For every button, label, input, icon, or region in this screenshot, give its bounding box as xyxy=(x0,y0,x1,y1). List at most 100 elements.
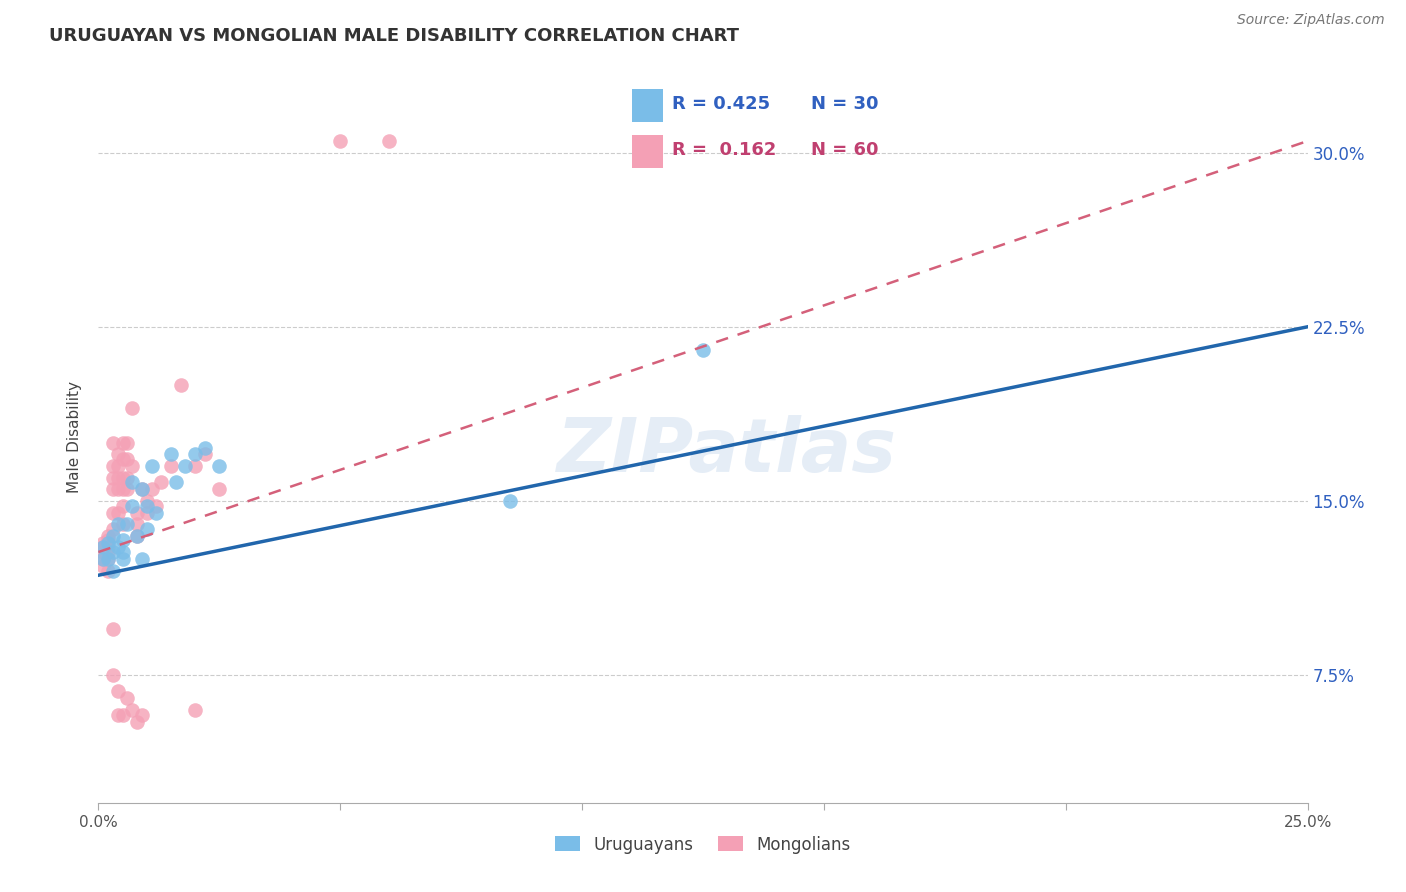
Point xyxy=(117,517,139,532)
Point xyxy=(97,535,120,549)
FancyBboxPatch shape xyxy=(631,136,662,168)
Point xyxy=(101,471,124,485)
Point xyxy=(121,475,143,490)
Point xyxy=(97,529,120,543)
Point xyxy=(97,541,120,555)
Point xyxy=(145,506,167,520)
Point xyxy=(97,564,120,578)
Point xyxy=(97,545,120,559)
Point xyxy=(101,522,124,536)
Point xyxy=(208,483,231,497)
Point xyxy=(111,707,134,722)
Point xyxy=(121,459,143,474)
Point xyxy=(117,471,139,485)
Point xyxy=(111,499,134,513)
Point xyxy=(111,517,134,532)
Point xyxy=(91,552,114,566)
Point xyxy=(101,506,124,520)
Point xyxy=(121,499,143,513)
Point xyxy=(160,448,183,462)
Point xyxy=(107,707,129,722)
Point xyxy=(101,436,124,450)
Point xyxy=(135,522,157,536)
Point xyxy=(131,483,153,497)
Point xyxy=(692,343,714,357)
Point xyxy=(101,483,124,497)
Point xyxy=(117,691,139,706)
Point xyxy=(127,506,149,520)
Point xyxy=(131,483,153,497)
Point xyxy=(107,483,129,497)
Text: ZIPatlas: ZIPatlas xyxy=(557,415,897,488)
Point xyxy=(97,533,120,548)
Point xyxy=(194,441,217,455)
Point xyxy=(145,499,167,513)
Point xyxy=(107,541,129,555)
Point xyxy=(135,506,157,520)
Point xyxy=(127,529,149,543)
Point xyxy=(91,535,114,549)
Point xyxy=(91,552,114,566)
Point xyxy=(111,436,134,450)
Point xyxy=(117,452,139,467)
Text: URUGUAYAN VS MONGOLIAN MALE DISABILITY CORRELATION CHART: URUGUAYAN VS MONGOLIAN MALE DISABILITY C… xyxy=(49,27,740,45)
Point xyxy=(91,541,114,555)
Point xyxy=(127,517,149,532)
Point xyxy=(121,401,143,415)
Point xyxy=(184,448,207,462)
Point xyxy=(101,668,124,682)
Point xyxy=(117,483,139,497)
Point xyxy=(101,564,124,578)
Point xyxy=(107,471,129,485)
Point xyxy=(127,714,149,729)
Point xyxy=(117,436,139,450)
Point xyxy=(111,552,134,566)
Point xyxy=(184,703,207,717)
Point xyxy=(174,459,197,474)
Point xyxy=(111,533,134,548)
Text: N = 60: N = 60 xyxy=(811,141,879,159)
Point xyxy=(329,134,352,148)
Point xyxy=(101,545,124,559)
Point xyxy=(101,459,124,474)
Point xyxy=(107,506,129,520)
Point xyxy=(107,448,129,462)
Point xyxy=(135,499,157,513)
Point xyxy=(141,483,163,497)
Point xyxy=(107,517,129,532)
Y-axis label: Male Disability: Male Disability xyxy=(67,381,83,493)
Point xyxy=(97,552,120,566)
Point xyxy=(131,707,153,722)
Point xyxy=(160,459,183,474)
Point xyxy=(97,552,120,566)
Point xyxy=(91,545,114,559)
Point xyxy=(121,703,143,717)
Point xyxy=(101,622,124,636)
Legend: Uruguayans, Mongolians: Uruguayans, Mongolians xyxy=(548,829,858,860)
Point xyxy=(169,377,191,392)
Point xyxy=(165,475,187,490)
Text: Source: ZipAtlas.com: Source: ZipAtlas.com xyxy=(1237,13,1385,28)
Point xyxy=(377,134,399,148)
Point xyxy=(91,541,114,555)
Point xyxy=(150,475,173,490)
Point xyxy=(135,494,157,508)
Point xyxy=(194,448,217,462)
Point xyxy=(208,459,231,474)
Point xyxy=(141,459,163,474)
Text: N = 30: N = 30 xyxy=(811,95,879,112)
Point xyxy=(107,459,129,474)
FancyBboxPatch shape xyxy=(631,89,662,122)
Point xyxy=(131,552,153,566)
Point xyxy=(498,494,520,508)
Text: R =  0.162: R = 0.162 xyxy=(672,141,776,159)
Point xyxy=(107,684,129,698)
Point xyxy=(101,529,124,543)
Point xyxy=(111,483,134,497)
Text: R = 0.425: R = 0.425 xyxy=(672,95,770,112)
Point xyxy=(111,471,134,485)
Point xyxy=(91,558,114,573)
Point xyxy=(184,459,207,474)
Point xyxy=(111,452,134,467)
Point xyxy=(111,545,134,559)
